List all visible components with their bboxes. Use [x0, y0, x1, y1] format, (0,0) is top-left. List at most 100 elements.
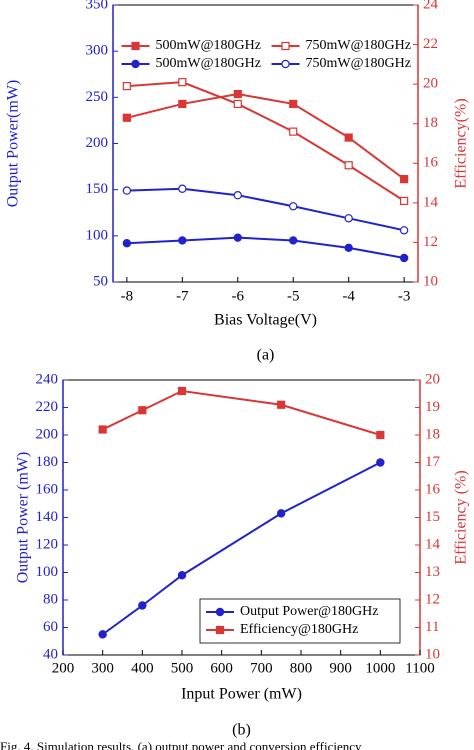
- y-tick-label: 160: [36, 481, 59, 497]
- legend-label: 750mW@180GHz: [306, 38, 411, 53]
- figure-caption: Fig. 4. Simulation results. (a) output p…: [0, 739, 362, 750]
- data-point: [289, 236, 298, 245]
- legend-label: 750mW@180GHz: [306, 56, 411, 71]
- y2-tick-label: 18: [423, 115, 438, 131]
- x-tick-label: -3: [398, 288, 411, 304]
- x-axis-label: Input Power (mW): [181, 686, 302, 703]
- y-tick-label: 50: [93, 273, 108, 289]
- data-point: [344, 243, 353, 253]
- y-tick-label: 100: [36, 564, 59, 580]
- data-point: [98, 425, 107, 434]
- legend-marker: [131, 41, 140, 51]
- legend-marker: [131, 59, 140, 69]
- x-tick-label: -6: [232, 288, 245, 304]
- data-point: [400, 196, 409, 205]
- legend-label: Efficiency@180GHz: [240, 622, 358, 637]
- y2-tick-label: 20: [425, 371, 440, 387]
- data-point: [178, 78, 187, 87]
- x-tick-label: 600: [210, 660, 233, 676]
- data-point: [276, 509, 286, 518]
- x-tick-label: -8: [121, 288, 134, 304]
- y-tick-label: 120: [36, 536, 59, 552]
- data-point: [399, 253, 409, 263]
- data-point: [122, 82, 131, 91]
- data-point: [233, 99, 242, 109]
- x-tick-label: 400: [131, 660, 154, 676]
- y2-tick-label: 16: [423, 155, 439, 171]
- caption: (b): [232, 722, 251, 739]
- data-point: [178, 236, 187, 245]
- x-tick-label: -5: [287, 288, 300, 304]
- y-tick-label: 350: [86, 0, 109, 12]
- y2-tick-label: 10: [425, 646, 440, 662]
- x-tick-label: 200: [52, 660, 75, 676]
- y2-tick-label: 17: [425, 454, 441, 470]
- y2-tick-label: 22: [423, 36, 438, 52]
- data-point: [289, 202, 298, 211]
- data-point: [122, 239, 132, 248]
- legend-marker: [215, 625, 225, 635]
- y-tick-label: 250: [86, 89, 109, 105]
- legend-marker: [281, 59, 290, 69]
- y-tick-label: 40: [43, 646, 58, 662]
- y-tick-label: 80: [43, 591, 58, 607]
- y2-tick-label: 18: [425, 426, 440, 442]
- legend-marker: [215, 607, 225, 617]
- data-point: [177, 571, 187, 580]
- x-tick-label: 700: [250, 660, 273, 676]
- legend-label: 500mW@180GHz: [156, 56, 261, 71]
- data-point: [178, 184, 187, 193]
- data-point: [138, 601, 147, 610]
- series-line: [126, 81, 405, 202]
- legend-marker: [281, 41, 290, 51]
- data-point: [376, 430, 385, 440]
- x-tick-label: 500: [171, 660, 194, 676]
- y-tick-label: 180: [36, 454, 59, 470]
- y-tick-label: 60: [43, 619, 58, 635]
- y2-tick-label: 16: [425, 481, 441, 497]
- data-point: [344, 214, 353, 223]
- x-tick-label: -4: [342, 288, 355, 304]
- y-axis-label: Output Power (mW): [15, 452, 32, 584]
- x-tick-label: 1000: [365, 660, 395, 676]
- data-point: [376, 458, 385, 467]
- y-tick-label: 240: [36, 371, 59, 387]
- x-tick-label: -7: [176, 288, 189, 304]
- data-point: [277, 400, 286, 409]
- legend-label: 500mW@180GHz: [156, 38, 261, 53]
- y2-tick-label: 15: [425, 509, 440, 525]
- legend-frame: [199, 598, 401, 644]
- y-tick-label: 200: [86, 135, 109, 151]
- y2-tick-label: 20: [423, 76, 438, 92]
- y-tick-label: 100: [86, 227, 109, 243]
- data-point: [122, 113, 131, 122]
- caption: (a): [257, 347, 275, 364]
- data-point: [98, 630, 107, 639]
- y-tick-label: 150: [86, 181, 109, 197]
- y2-tick-label: 12: [423, 234, 438, 250]
- data-point: [178, 99, 187, 109]
- y2-tick-label: 12: [425, 591, 440, 607]
- data-point: [233, 233, 242, 242]
- legend-label: Output Power@180GHz: [240, 604, 379, 619]
- y2-tick-label: 19: [425, 399, 440, 415]
- data-point: [289, 127, 298, 136]
- data-point: [399, 226, 409, 235]
- data-point: [289, 99, 298, 109]
- x-tick-label: 900: [329, 660, 352, 676]
- y-tick-label: 220: [36, 399, 59, 415]
- data-point: [177, 386, 187, 396]
- x-axis-label: Bias Voltage(V): [214, 312, 317, 329]
- y2-tick-label: 13: [425, 564, 440, 580]
- data-point: [122, 186, 132, 195]
- series-line: [126, 236, 405, 259]
- y2-axis-label: Efficiency(%): [453, 98, 470, 188]
- y2-axis-label: Efficiency (%): [453, 470, 470, 564]
- y-tick-label: 300: [86, 43, 109, 59]
- data-point: [233, 89, 242, 99]
- data-point: [400, 175, 409, 184]
- y2-tick-label: 11: [425, 619, 439, 635]
- data-point: [233, 191, 242, 200]
- x-tick-label: 300: [91, 660, 114, 676]
